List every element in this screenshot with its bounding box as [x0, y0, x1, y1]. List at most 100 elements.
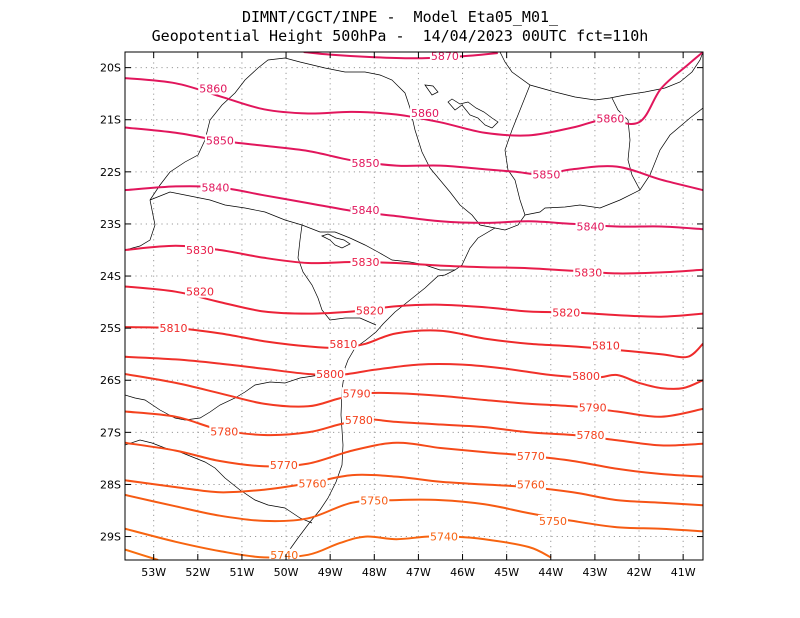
lon-tick-label: 45W [494, 566, 519, 579]
contour-label-bg [341, 387, 372, 400]
lon-tick-label: 43W [582, 566, 607, 579]
contour-line-5740 [125, 527, 552, 559]
contour-label-bg [350, 203, 381, 216]
contour-label-bg [359, 494, 390, 507]
contour-label-bg [200, 181, 231, 194]
contour-lines [125, 52, 703, 560]
contour-label-5810: 5810 [160, 322, 188, 335]
coastline-and-borders [125, 52, 703, 560]
contour-label-bg [185, 243, 216, 256]
contour-label-5790: 5790 [343, 387, 371, 400]
contour-label-bg [515, 449, 546, 462]
contour-label-5860: 5860 [199, 82, 227, 95]
contour-label-5740: 5740 [270, 549, 298, 562]
contour-label-bg [573, 266, 604, 279]
lake [424, 84, 439, 96]
contour-label-bg [537, 514, 568, 527]
lat-tick-label: 28S [100, 478, 121, 491]
contour-label-bg [158, 322, 189, 335]
axis-ticks [125, 52, 703, 560]
contour-line-5860 [125, 52, 703, 137]
contour-line-5870 [303, 52, 498, 60]
contour-label-bg [297, 477, 328, 490]
contour-label-5840: 5840 [201, 181, 229, 194]
state-border [149, 191, 455, 271]
contour-label-bg [185, 285, 216, 298]
contour-label-bg [429, 530, 460, 543]
contour-label-5850: 5850 [532, 168, 560, 181]
contour-label-5800: 5800 [316, 368, 344, 381]
contour-label-bg [429, 52, 460, 63]
plot-frame [124, 51, 704, 561]
lon-tick-label: 53W [141, 566, 166, 579]
lake [321, 233, 351, 249]
contour-label-bg [198, 82, 229, 95]
lon-tick-label: 41W [671, 566, 696, 579]
lon-tick-label: 49W [318, 566, 343, 579]
map-title-line-2: Geopotential Height 500hPa - 14/04/2023 … [151, 27, 649, 45]
contour-label-5750: 5750 [539, 515, 567, 528]
contour-label-bg [515, 478, 546, 491]
contour-label-5740: 5740 [430, 531, 458, 544]
lon-tick-label: 44W [538, 566, 563, 579]
contour-label-bg [269, 548, 300, 560]
contour-label-bg [410, 106, 441, 119]
contour-label-5760: 5760 [299, 477, 327, 490]
contour-labels: 5870 5860 5860 5860 5850 5850 5850 5840 5840 5840… [158, 50, 626, 562]
contour-line-5810 [125, 326, 703, 359]
lat-tick-label: 26S [100, 374, 121, 387]
lon-tick-label: 47W [406, 566, 431, 579]
state-border [297, 224, 377, 326]
contour-label-5820: 5820 [356, 304, 384, 317]
state-border [504, 84, 531, 216]
contour-label-5840: 5840 [576, 221, 604, 234]
contour-label-5770: 5770 [517, 450, 545, 463]
lon-tick-label: 46W [450, 566, 475, 579]
contour-label-5810: 5810 [592, 339, 620, 352]
map-title-line-1: DIMNT/CGCT/INPE - Model Eta05_M01_ [241, 8, 559, 26]
lat-tick-label: 24S [100, 270, 121, 283]
contour-label-bg [328, 337, 359, 350]
contour-label-bg [571, 370, 602, 383]
contour-label-bg [575, 220, 606, 233]
lat-tick-label: 21S [100, 114, 121, 127]
contour-label-bg [531, 168, 562, 181]
state-border [499, 52, 703, 101]
contour-line-5750 [125, 493, 703, 533]
contour-label-bg [595, 112, 626, 125]
contour-label-5830: 5830 [574, 266, 602, 279]
contour-label-bg [354, 304, 385, 317]
contour-label-5830: 5830 [351, 256, 379, 269]
contour-label-bg [575, 428, 606, 441]
contour-line-5830 [125, 244, 703, 275]
lon-tick-label: 48W [362, 566, 387, 579]
contour-line-5730 [125, 548, 159, 560]
contour-label-bg [204, 134, 235, 147]
contour-label-bg [315, 367, 346, 380]
contour-label-5830: 5830 [186, 244, 214, 257]
contour-line-5800 [125, 355, 703, 390]
lat-tick-label: 27S [100, 426, 121, 439]
contour-label-bg [551, 306, 582, 319]
contour-label-bg [350, 255, 381, 268]
contour-label-5820: 5820 [186, 286, 214, 299]
lat-tick-label: 22S [100, 166, 121, 179]
lon-tick-label: 50W [274, 566, 299, 579]
lat-tick-label: 25S [100, 322, 121, 335]
contour-label-bg [590, 339, 621, 352]
coastline [281, 107, 703, 560]
contour-line-5760 [125, 473, 703, 507]
state-border [125, 439, 313, 524]
contour-label-5870: 5870 [431, 50, 459, 63]
lon-tick-label: 51W [229, 566, 254, 579]
contour-label-5780: 5780 [576, 429, 604, 442]
lat-tick-label: 20S [100, 62, 121, 75]
lon-tick-label: 42W [627, 566, 652, 579]
contour-label-bg [577, 401, 608, 414]
contour-label-5790: 5790 [579, 401, 607, 414]
lake [447, 98, 499, 129]
contour-label-5820: 5820 [552, 307, 580, 320]
contour-label-5770: 5770 [270, 459, 298, 472]
contour-label-5800: 5800 [572, 370, 600, 383]
